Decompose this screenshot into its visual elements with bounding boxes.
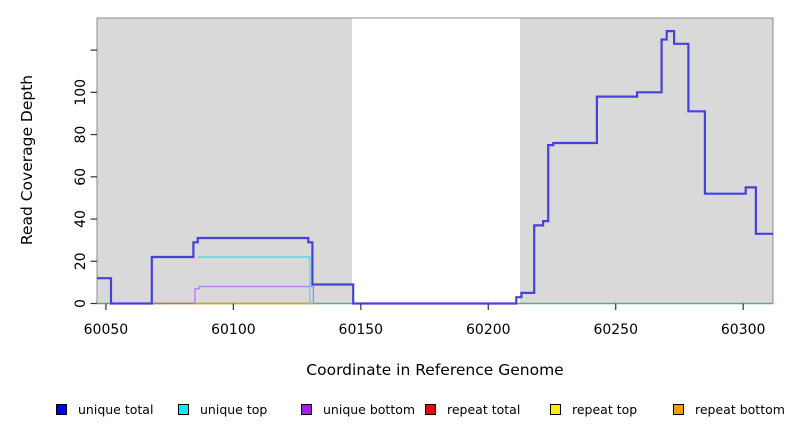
legend-swatch-unique-total [56,403,67,415]
legend-item-unique-total: unique total [56,397,153,421]
legend-item-repeat-bottom: repeat bottom [673,397,785,421]
y-tick-label: 80 [73,126,89,144]
y-tick-label: 20 [73,252,89,270]
legend-item-unique-bottom: unique bottom [301,397,415,421]
y-axis-title: Read Coverage Depth [18,74,36,246]
legend-swatch-unique-bottom [301,403,312,415]
legend-swatch-repeat-top [550,403,561,415]
legend: unique total unique top unique bottom repea… [0,397,792,421]
x-tick-label: 60150 [339,322,384,338]
series-unique-top-line [197,256,311,305]
legend-swatch-repeat-total [425,403,436,415]
legend-label: unique bottom [323,401,416,417]
x-tick-label: 60050 [84,322,129,338]
x-axis-title: Coordinate in Reference Genome [306,361,564,379]
y-tick-label: 60 [73,168,89,186]
legend-swatch-unique-top [178,403,189,415]
legend-item-repeat-total: repeat total [425,397,520,421]
y-tick-label: 100 [73,79,89,106]
x-tick-label: 60250 [593,322,638,338]
gap-region [351,18,520,304]
x-tick-label: 60200 [466,322,511,338]
legend-label: repeat total [447,401,521,417]
x-tick-label: 60100 [211,322,256,338]
y-tick-label: 40 [73,210,89,228]
legend-item-unique-top: unique top [178,397,267,421]
legend-label: unique top [200,401,268,417]
x-tick-label: 60300 [721,322,766,338]
legend-label: repeat bottom [695,401,785,417]
series-unique-total-line [97,30,773,305]
legend-swatch-repeat-bottom [673,403,684,415]
legend-label: unique total [78,401,154,417]
series-unique-bottom-line [194,285,315,305]
legend-label: repeat top [572,401,638,417]
y-tick-label: 0 [73,299,89,308]
legend-item-repeat-top: repeat top [550,397,637,421]
